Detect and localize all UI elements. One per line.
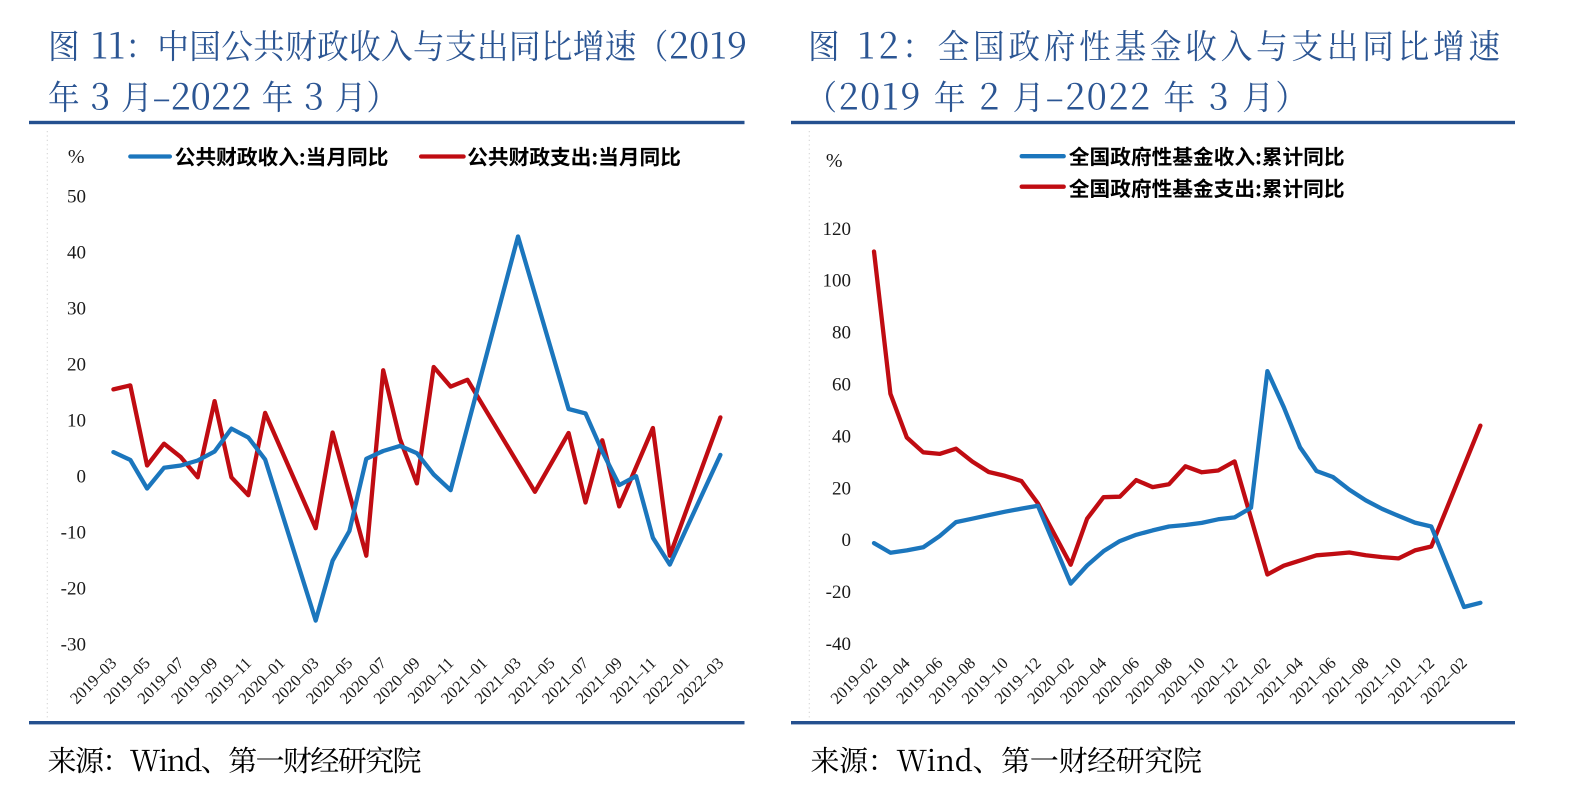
svg-text:-20: -20 bbox=[61, 578, 86, 599]
svg-text:-20: -20 bbox=[826, 582, 851, 603]
svg-text:-30: -30 bbox=[61, 634, 86, 655]
svg-text:0: 0 bbox=[77, 466, 87, 487]
svg-text:30: 30 bbox=[67, 298, 86, 319]
svg-text:100: 100 bbox=[823, 271, 852, 292]
svg-text:10: 10 bbox=[67, 410, 86, 431]
svg-text:40: 40 bbox=[832, 426, 851, 447]
svg-text:-40: -40 bbox=[826, 634, 851, 655]
svg-text:20: 20 bbox=[832, 478, 851, 499]
svg-text:%: % bbox=[826, 150, 843, 172]
svg-text:-10: -10 bbox=[61, 522, 86, 543]
svg-text:20: 20 bbox=[67, 354, 86, 375]
svg-text:60: 60 bbox=[832, 375, 851, 396]
svg-text:120: 120 bbox=[823, 219, 852, 240]
svg-text:%: % bbox=[68, 146, 85, 168]
svg-text:80: 80 bbox=[832, 323, 851, 344]
svg-text:0: 0 bbox=[842, 530, 852, 551]
svg-text:50: 50 bbox=[67, 186, 86, 207]
svg-text:40: 40 bbox=[67, 242, 86, 263]
